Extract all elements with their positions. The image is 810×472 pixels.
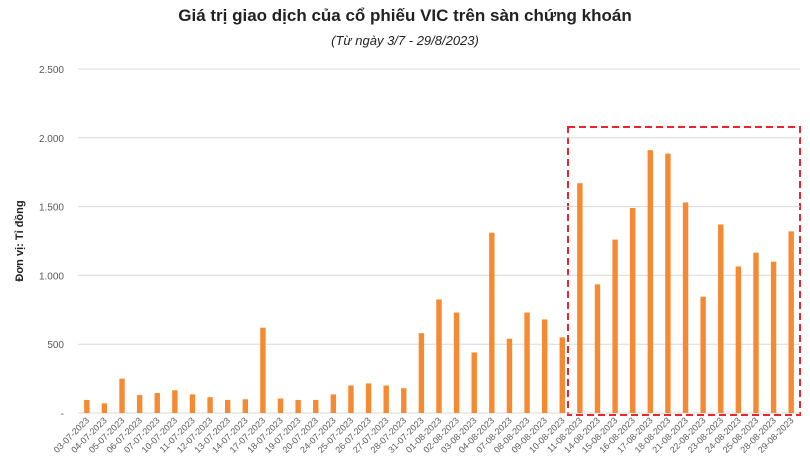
bar: [682, 202, 689, 413]
bar: [119, 378, 125, 413]
chart-subtitle: (Từ ngày 3/7 - 29/8/2023): [331, 33, 479, 48]
bar: [365, 383, 372, 413]
bar: [136, 395, 143, 413]
bar: [788, 231, 794, 413]
bar: [260, 327, 266, 413]
bar: [471, 352, 477, 413]
bar: [524, 312, 530, 413]
bar: [401, 388, 407, 413]
bar: [224, 399, 231, 413]
bar: [277, 398, 284, 413]
y-tick-label: 1.000: [39, 271, 64, 282]
bar: [207, 397, 213, 413]
bar: [735, 266, 742, 413]
bar: [348, 385, 354, 413]
bar: [559, 337, 565, 413]
bar: [612, 239, 618, 413]
highlight-box: [567, 126, 801, 416]
bar: [541, 319, 548, 413]
bar: [577, 183, 583, 413]
y-tick-label: -: [61, 409, 64, 420]
bar: [718, 224, 724, 413]
bar: [172, 390, 178, 413]
bar: [630, 207, 636, 413]
bar: [418, 333, 425, 413]
chart-title: Giá trị giao dịch của cổ phiếu VIC trên …: [178, 6, 631, 25]
bar: [700, 296, 706, 413]
bar: [295, 399, 301, 413]
bar: [594, 284, 601, 413]
bar: [330, 394, 337, 413]
bar: [101, 403, 108, 413]
bar: [753, 252, 759, 413]
bar: [506, 338, 513, 413]
bar: [489, 232, 495, 413]
bar: [647, 150, 654, 413]
y-tick-label: 2.500: [39, 65, 64, 76]
bar: [154, 393, 160, 413]
bar: [453, 312, 460, 413]
y-tick-label: 500: [47, 340, 64, 351]
y-tick-label: 2.000: [39, 134, 64, 145]
bar: [242, 399, 248, 413]
y-axis-label: Đơn vị: Tỉ đồng: [14, 200, 26, 281]
bar: [84, 399, 90, 413]
bar: [770, 261, 777, 413]
bar: [189, 394, 196, 413]
bar: [665, 153, 671, 413]
y-tick-label: 1.500: [39, 203, 64, 214]
bar: [436, 299, 442, 413]
bar: [313, 399, 319, 413]
bar: [383, 385, 389, 413]
